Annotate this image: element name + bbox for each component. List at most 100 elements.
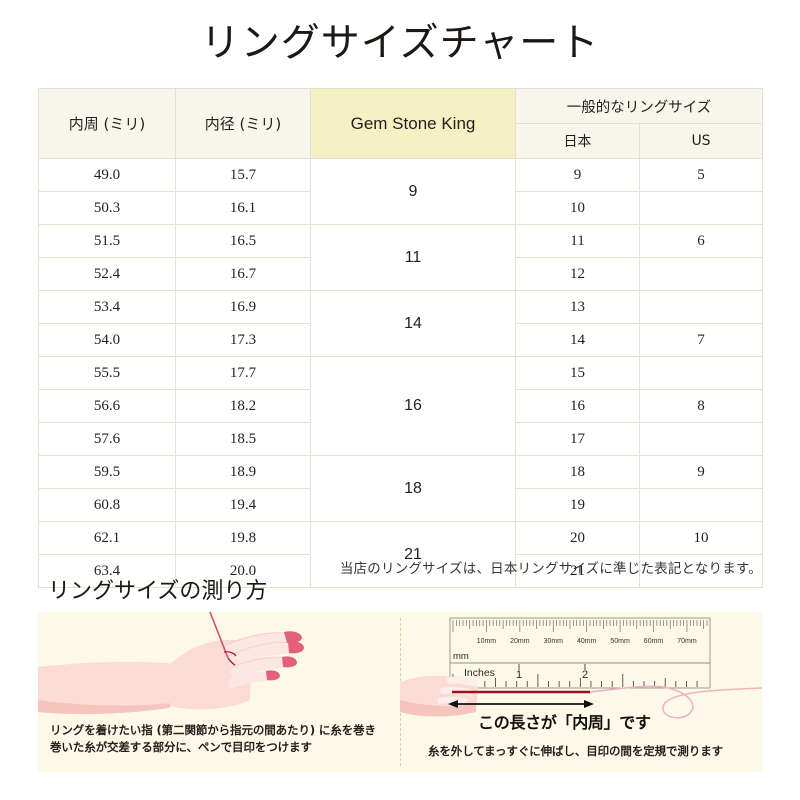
cell-gem-stone-king-size: 18	[310, 455, 516, 522]
column-header-inner-circumference: 内周 (ミリ)	[38, 88, 176, 159]
table-row: 60.8 19.4 19	[38, 488, 764, 522]
table-row: 55.5 17.7 16 15	[38, 356, 764, 456]
table-row: 54.0 17.3 14 7	[38, 323, 764, 357]
cell-inner-diameter: 16.7	[175, 257, 311, 291]
table-row: 53.4 16.9 14 13	[38, 290, 764, 357]
cell-japan-size: 16	[515, 389, 640, 423]
cell-us-size: 6	[638, 224, 764, 258]
cell-inner-circumference: 62.1	[38, 521, 176, 555]
cell-japan-size: 18	[515, 455, 640, 489]
cell-inner-diameter: 17.7	[175, 356, 311, 390]
cell-inner-diameter: 18.5	[175, 422, 311, 456]
cell-japan-size: 19	[515, 488, 640, 522]
cell-us-size: 5	[638, 158, 764, 192]
page-title: リングサイズチャート	[200, 21, 600, 66]
howto-measure-highlight: この長さが「内周」です	[478, 713, 651, 732]
cell-inner-diameter: 18.9	[175, 455, 311, 489]
cell-japan-size: 13	[515, 290, 640, 324]
cell-japan-size: 15	[515, 356, 640, 390]
table-row: 50.3 16.1 10	[38, 191, 764, 225]
cell-japan-size: 14	[515, 323, 640, 357]
cell-inner-diameter: 17.3	[175, 323, 311, 357]
size-chart-table-container: 内周 (ミリ) 内径 (ミリ) Gem Stone King 一般的なリングサイ…	[38, 88, 764, 588]
cell-gem-stone-king-size: 11	[310, 224, 516, 291]
cell-inner-circumference: 56.6	[38, 389, 176, 423]
cell-inner-circumference: 59.5	[38, 455, 176, 489]
table-row: 51.5 16.5 11 11 6	[38, 224, 764, 291]
ruler-unit-inches-label: Inches	[464, 667, 495, 679]
cell-inner-circumference: 51.5	[38, 224, 176, 258]
cell-inner-diameter: 18.2	[175, 389, 311, 423]
table-row: 59.5 18.9 18 18 9	[38, 455, 764, 522]
cell-inner-circumference: 52.4	[38, 257, 176, 291]
cell-gem-stone-king-size: 16	[310, 356, 516, 456]
ruler-mm-label: 50mm	[610, 638, 630, 645]
cell-japan-size: 17	[515, 422, 640, 456]
ruler-unit-mm-label: mm	[453, 651, 469, 662]
ruler-mm-label: 40mm	[577, 638, 597, 645]
cell-inner-diameter: 16.9	[175, 290, 311, 324]
cell-inner-diameter: 16.1	[175, 191, 311, 225]
ruler-mm-label: 10mm	[477, 638, 497, 645]
cell-us-size	[638, 356, 764, 390]
cell-inner-diameter: 20.0	[175, 554, 311, 588]
cell-us-size	[638, 488, 764, 522]
cell-inner-circumference: 53.4	[38, 290, 176, 324]
table-row: 63.4 20.0 21	[38, 554, 764, 588]
cell-inner-diameter: 16.5	[175, 224, 311, 258]
cell-inner-circumference: 57.6	[38, 422, 176, 456]
table-row: 62.1 19.8 21 20 10	[38, 521, 764, 588]
howto-illustration-panel: リングを着けたい指 (第二関節から指元の間あたり) に糸を巻き 巻いた糸が交差す…	[38, 612, 762, 772]
table-header-row-primary: 内周 (ミリ) 内径 (ミリ) Gem Stone King 一般的なリングサイ…	[38, 88, 764, 159]
column-header-general-ring-size: 一般的なリングサイズ	[514, 88, 764, 124]
table-header-row-secondary: 日本 US	[39, 123, 764, 159]
cell-us-size	[638, 191, 764, 225]
cell-us-size: 8	[638, 389, 764, 423]
column-header-gem-stone-king: Gem Stone King	[310, 88, 516, 159]
cell-us-size	[638, 290, 764, 324]
column-header-us: US	[638, 123, 764, 159]
cell-inner-circumference: 49.0	[38, 158, 176, 192]
howto-step-two: 10mm 20mm 30mm 40mm 50mm 60mm 70mm mm Inches 1…	[400, 612, 762, 772]
table-row: 52.4 16.7 12	[38, 257, 764, 291]
cell-us-size	[638, 554, 764, 588]
howto-step-one-caption-line1: リングを着けたい指 (第二関節から指元の間あたり) に糸を巻き	[50, 723, 376, 737]
cell-inner-diameter: 19.4	[175, 488, 311, 522]
cell-gem-stone-king-size: 9	[310, 158, 516, 225]
cell-inner-circumference: 50.3	[38, 191, 176, 225]
cell-japan-size: 9	[515, 158, 640, 192]
howto-heading: リングサイズの測り方	[48, 579, 268, 604]
cell-us-size: 10	[638, 521, 764, 555]
cell-us-size	[638, 422, 764, 456]
ruler-mm-label: 60mm	[644, 638, 664, 645]
cell-inner-diameter: 19.8	[175, 521, 311, 555]
ruler-mm-label: 30mm	[544, 638, 564, 645]
ruler-measurement-illustration: 10mm 20mm 30mm 40mm 50mm 60mm 70mm mm Inches 1…	[400, 617, 762, 719]
howto-step-two-caption: 糸を外してまっすぐに伸ばし、目印の間を定規で測ります	[428, 744, 724, 758]
cell-gem-stone-king-size: 21	[310, 521, 516, 588]
ruler-mm-label: 70mm	[677, 638, 697, 645]
cell-inner-circumference: 60.8	[38, 488, 176, 522]
cell-japan-size: 21	[515, 554, 640, 588]
ruler-inch-label-2: 2	[582, 669, 588, 681]
cell-japan-size: 20	[515, 521, 640, 555]
cell-gem-stone-king-size: 14	[310, 290, 516, 357]
table-body: 49.0 15.7 9 9 5 50.3 16.1 10 51.5 16.5 11 11 6 52.4 16…	[38, 158, 764, 588]
table-header: 内周 (ミリ) 内径 (ミリ) Gem Stone King 一般的なリングサイ…	[38, 88, 764, 159]
howto-step-one-caption-line2: 巻いた糸が交差する部分に、ペンで目印をつけます	[50, 740, 312, 754]
cell-japan-size: 10	[515, 191, 640, 225]
hand-with-thread-illustration	[38, 612, 304, 715]
table-row: 56.6 18.2 16 8	[38, 389, 764, 423]
cell-us-size: 9	[638, 455, 764, 489]
cell-inner-circumference: 54.0	[38, 323, 176, 357]
cell-inner-circumference: 55.5	[38, 356, 176, 390]
cell-us-size	[638, 257, 764, 291]
ruler-inch-label-1: 1	[516, 669, 522, 681]
table-note: 当店のリングサイズは、日本リングサイズに準じた表記となります。	[339, 561, 762, 577]
column-header-japan: 日本	[515, 123, 640, 159]
size-chart-table: 内周 (ミリ) 内径 (ミリ) Gem Stone King 一般的なリングサイ…	[38, 88, 764, 588]
cell-japan-size: 11	[515, 224, 640, 258]
cell-japan-size: 12	[515, 257, 640, 291]
cell-inner-diameter: 15.7	[175, 158, 311, 192]
